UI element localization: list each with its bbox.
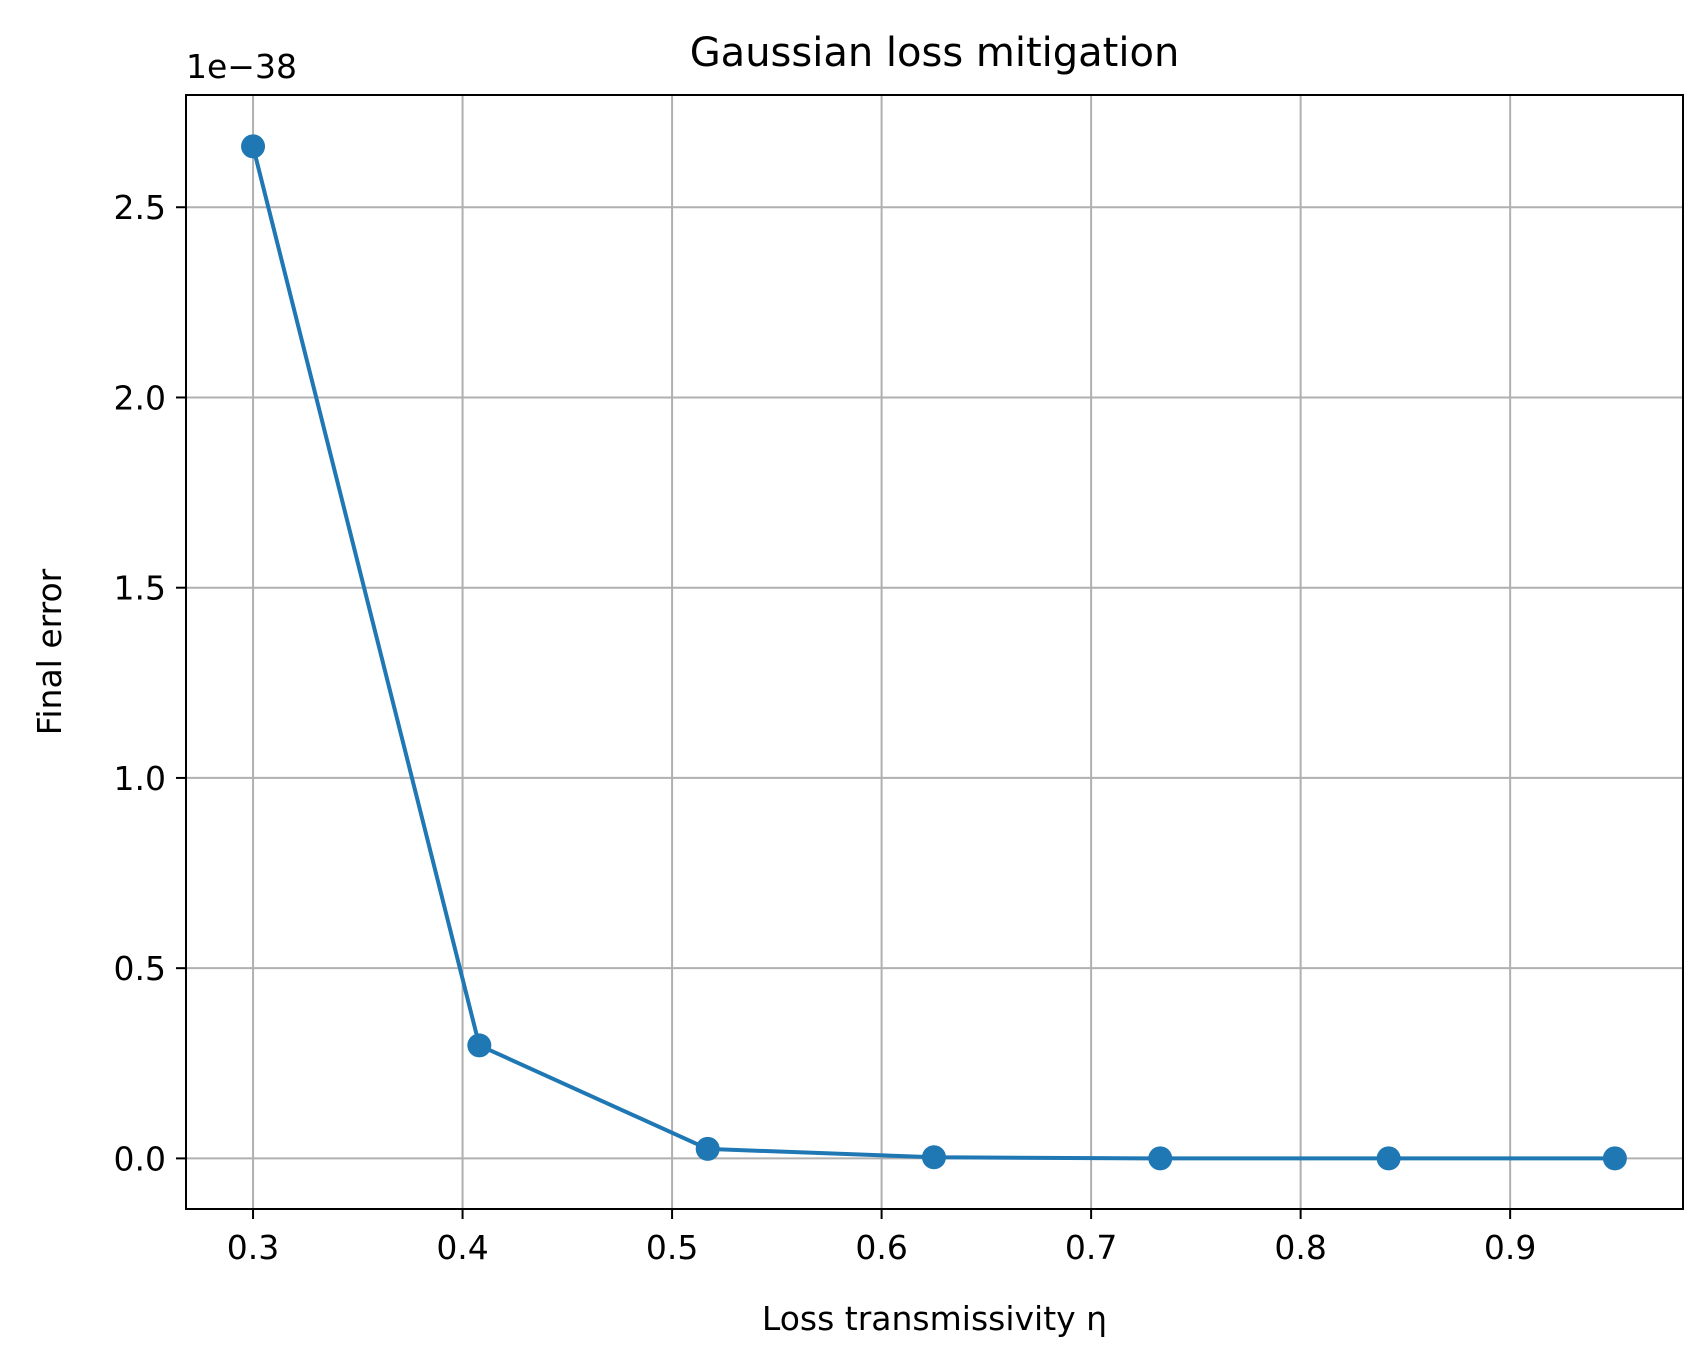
data-point (467, 1033, 492, 1058)
y-tick-label: 0.5 (114, 949, 166, 988)
x-tick-label: 0.6 (855, 1228, 907, 1267)
plot-frame (185, 94, 1684, 1210)
y-tick-label: 2.0 (114, 378, 166, 417)
x-tick-label: 0.5 (646, 1228, 698, 1267)
y-axis-label: Final error (30, 568, 69, 735)
grid (186, 95, 1683, 1209)
y-tick-label: 2.5 (114, 188, 166, 227)
data-point (1376, 1146, 1401, 1171)
y-tick-label: 0.0 (114, 1139, 166, 1178)
y-axis: 0.0 0.5 1.0 1.5 2.0 2.5 (114, 188, 186, 1178)
x-tick-label: 0.7 (1065, 1228, 1117, 1267)
x-tick-label: 0.3 (227, 1228, 279, 1267)
x-axis-label: Loss transmissivity η (762, 1299, 1107, 1338)
y-axis-offset-label: 1e−38 (186, 47, 297, 86)
data-point (695, 1136, 720, 1161)
x-tick-label: 0.9 (1484, 1228, 1536, 1267)
y-tick-label: 1.5 (114, 569, 166, 608)
data-point (921, 1145, 946, 1170)
chart-title: Gaussian loss mitigation (690, 30, 1180, 76)
data-point (1602, 1146, 1627, 1171)
data-point (241, 134, 266, 159)
x-axis: 0.3 0.4 0.5 0.6 0.7 0.8 0.9 (227, 1209, 1536, 1267)
x-tick-label: 0.4 (436, 1228, 488, 1267)
x-tick-label: 0.8 (1274, 1228, 1326, 1267)
y-tick-label: 1.0 (114, 759, 166, 798)
data-point (1148, 1146, 1173, 1171)
series-layer (241, 134, 1627, 1171)
